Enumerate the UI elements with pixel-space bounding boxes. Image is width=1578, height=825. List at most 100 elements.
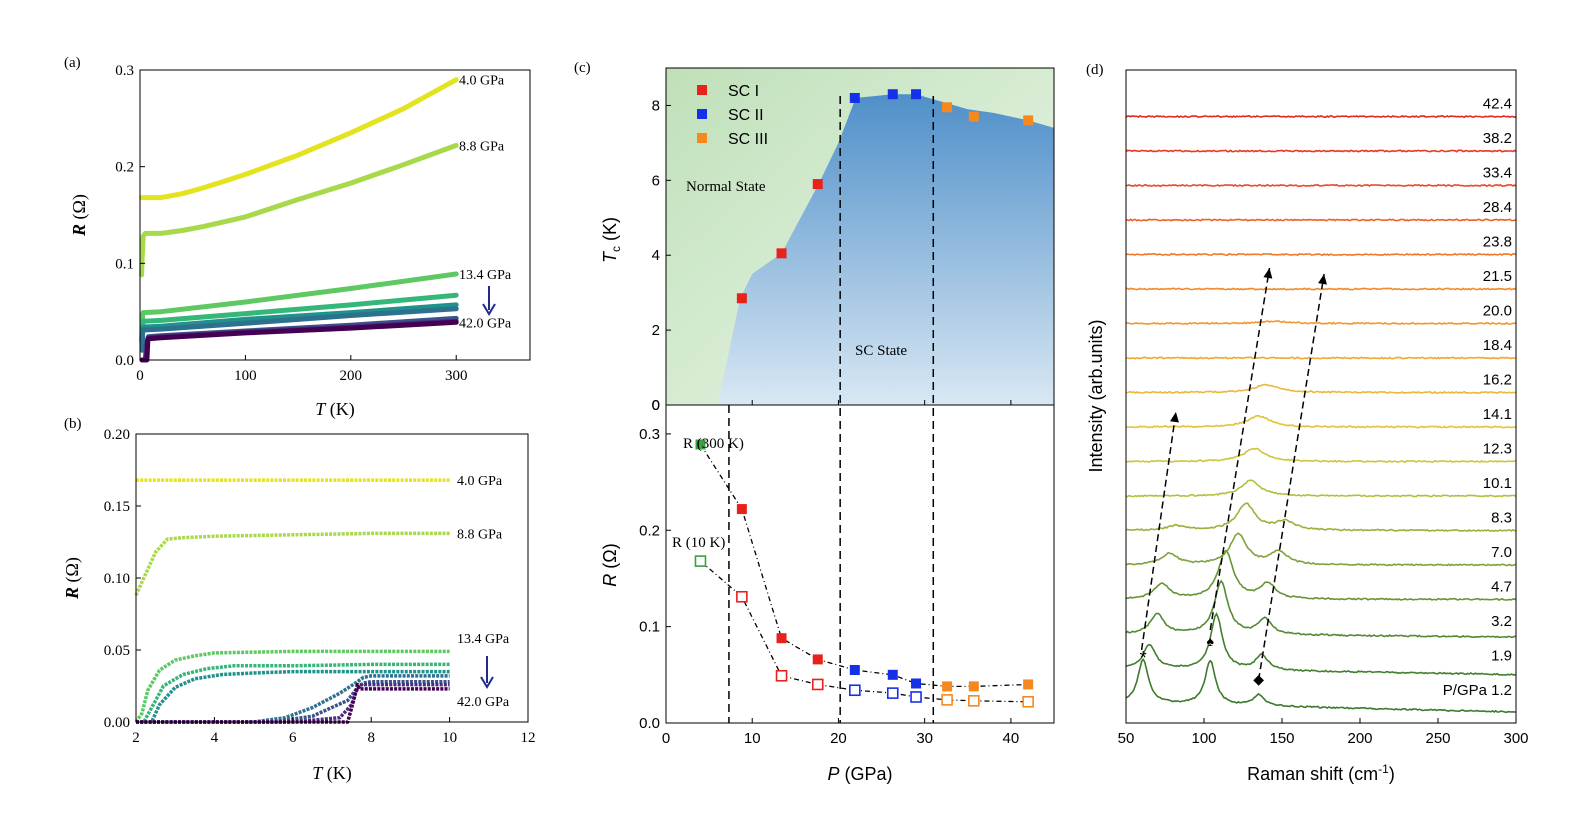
r300-point [887, 669, 898, 680]
panel-c-top-ylabel: Tc (K) [600, 217, 623, 263]
r300-point [776, 633, 787, 644]
y-tick-label: 0 [652, 397, 660, 414]
normal-state-label: Normal State [686, 179, 766, 195]
y-tick-label: 0.1 [639, 619, 660, 636]
panel-c-bottom-ylabel: R (Ω) [600, 543, 620, 586]
y-tick-label: 0.05 [104, 643, 130, 659]
panel-c-tag: (c) [574, 60, 591, 76]
legend-label: SC III [728, 131, 768, 148]
raman-spectrum-7.0 [1125, 532, 1517, 567]
pressure-label: 38.2 [1483, 130, 1512, 147]
raman-spectrum-16.2 [1125, 383, 1517, 395]
pressure-label: 33.4 [1483, 165, 1512, 182]
peak-shift-arrowhead [1263, 268, 1273, 279]
raman-spectrum-38.2 [1125, 149, 1517, 153]
panel-b-series-1 [134, 531, 450, 597]
raman-spectrum-33.4 [1125, 183, 1517, 188]
panel-a-series-label: 4.0 GPa [459, 74, 505, 89]
panel-d-xlabel: Raman shift (cm-1) [1247, 762, 1395, 784]
y-tick-label: 0 [652, 397, 660, 414]
x-tick-label: 200 [340, 368, 363, 384]
r300-point [911, 678, 922, 689]
x-tick-label: 10 [744, 730, 761, 747]
panel-a-series-2 [139, 271, 459, 344]
x-tick-label: 100 [1191, 730, 1216, 747]
panel-a-frame [139, 69, 531, 361]
panel-b-series-2 [134, 649, 450, 723]
x-tick-label: 30 [916, 730, 933, 747]
r10-point [849, 684, 861, 697]
raman-spectrum-21.5 [1125, 287, 1517, 291]
panel-b-series-label: 13.4 GPa [457, 632, 510, 647]
r300-point [968, 681, 979, 692]
r300-point [812, 654, 823, 665]
y-tick-label: 4 [652, 247, 660, 264]
pressure-label: 42.4 [1483, 96, 1512, 113]
legend-label: SC I [728, 83, 759, 100]
pressure-label: 20.0 [1483, 303, 1512, 320]
panel-b-series-label: 42.0 GPa [457, 695, 510, 710]
resistance-trend-line [700, 560, 1029, 703]
panel-c-bottom-frame [665, 404, 1055, 724]
r10-point [736, 590, 748, 603]
y-tick-label: 2 [652, 322, 660, 339]
panel-c-legend: SC I SC II SC III [697, 83, 768, 148]
sc-state-label: SC State [855, 343, 907, 359]
panel-c-bottom-plot-area [694, 439, 1034, 708]
panel-a-series-label: 8.8 GPa [459, 139, 505, 154]
y-tick-label: 0.1 [115, 256, 134, 272]
panel-b-axes: 2 4 6 8 10 12 0.00 0.05 0.10 0.15 0.20 [104, 427, 536, 746]
panel-a-arrow-head [482, 303, 496, 316]
panel-c-phase-boundaries [728, 96, 935, 723]
legend-label: SC II [728, 107, 764, 124]
r10-point [910, 691, 922, 703]
x-tick-label: 300 [1503, 730, 1528, 747]
raman-spectrum-1.9 [1125, 612, 1517, 676]
x-tick-label: 150 [1269, 730, 1294, 747]
panel-d-tag: (d) [1086, 62, 1104, 78]
x-tick-label: 250 [1425, 730, 1450, 747]
legend-marker [697, 133, 707, 143]
x-tick-label: 6 [289, 730, 297, 746]
y-tick-label: 6 [652, 172, 660, 189]
panel-a-series-8 [139, 319, 459, 363]
tc-point [1023, 115, 1034, 126]
panel-b: 4.0 GPa 8.8 GPa 13.4 GPa 42.0 GPa 2 4 6 8 10 12 0… [62, 427, 536, 784]
pressure-label: 12.3 [1483, 441, 1512, 458]
panel-d: P/GPa 1.2 1.9 3.2 4.7 7.0 8.3 10.1 12.3 14.1 16.2… [1086, 69, 1529, 784]
x-tick-label: 50 [1118, 730, 1135, 747]
panel-d-frame [1125, 69, 1517, 724]
x-tick-label: 20 [830, 730, 847, 747]
raman-spectrum-8.3 [1126, 502, 1517, 532]
panel-a-series-label: 13.4 GPa [459, 268, 512, 283]
raman-spectrum-23.8 [1125, 252, 1517, 257]
tc-point [968, 111, 979, 122]
panel-b-arrow-head [480, 676, 494, 689]
r10-point [1022, 695, 1034, 708]
y-tick-label: 0.2 [115, 160, 134, 176]
r300-point [942, 681, 953, 692]
raman-spectrum-18.4 [1125, 356, 1517, 360]
raman-spectrum-12.3 [1125, 447, 1517, 464]
y-tick-label: 0.20 [104, 427, 130, 443]
peak-shift-arrow [1257, 273, 1325, 681]
panel-b-series-3 [136, 662, 450, 724]
r10-point [941, 694, 953, 706]
resistance-trend-line [699, 444, 1029, 688]
panel-b-xlabel: T (K) [312, 763, 352, 784]
panel-a-tag: (a) [64, 55, 81, 71]
y-tick-label: 0.15 [104, 499, 130, 515]
pressure-label: 21.5 [1483, 268, 1512, 285]
panel-b-series-label: 4.0 GPa [457, 474, 503, 489]
panel-d-plot-area: P/GPa 1.2 1.9 3.2 4.7 7.0 8.3 10.1 12.3 14.1 16.2… [1125, 96, 1517, 714]
peak-marker: * [1140, 648, 1147, 668]
y-tick-label: 0.00 [104, 715, 130, 731]
x-tick-label: 8 [367, 730, 375, 746]
legend-marker [697, 85, 707, 95]
y-tick-label: 0.10 [104, 571, 130, 587]
pressure-label: 14.1 [1483, 406, 1512, 423]
raman-spectrum-1.2 [1125, 658, 1516, 714]
x-tick-label: 2 [132, 730, 140, 746]
panel-d-ylabel: Intensity (arb.units) [1086, 319, 1106, 472]
